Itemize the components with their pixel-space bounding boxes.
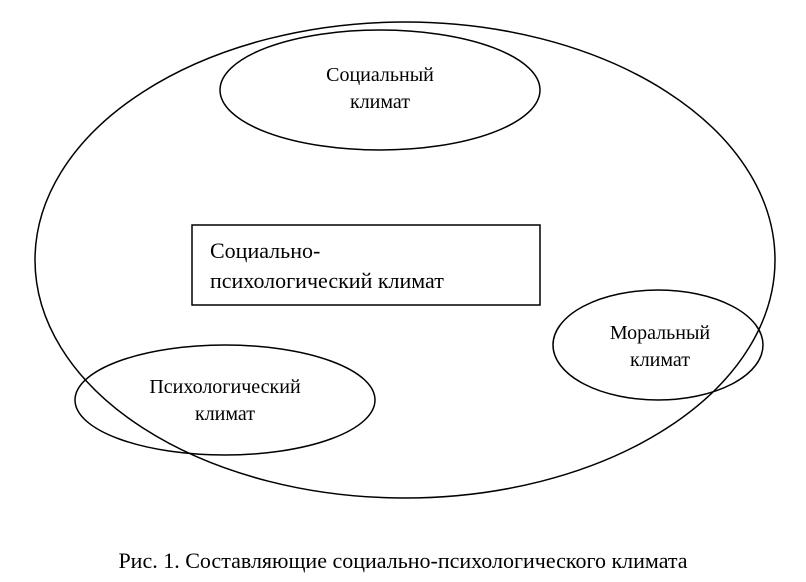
node-bottom-left-line2: климат [195, 403, 255, 425]
figure-caption-text: Рис. 1. Составляющие социально-психологи… [118, 548, 687, 573]
node-center-line1: Социально- [210, 238, 320, 263]
node-center-label: Социально- психологический климат [210, 236, 530, 295]
node-top-label: Социальный климат [220, 62, 540, 116]
node-right-line2: климат [630, 349, 690, 371]
node-right-line1: Моральный [610, 322, 710, 344]
node-top-line1: Социальный [326, 64, 434, 86]
node-top-line2: климат [350, 91, 410, 113]
node-bottom-left-line1: Психологический [149, 376, 300, 398]
figure-caption: Рис. 1. Составляющие социально-психологи… [0, 548, 806, 574]
node-right-label: Моральный климат [565, 320, 755, 374]
node-bottom-left-label: Психологический климат [95, 374, 355, 428]
node-center-line2: психологический климат [210, 268, 444, 293]
diagram-canvas: Социальный климат Социально- психологиче… [0, 0, 806, 582]
